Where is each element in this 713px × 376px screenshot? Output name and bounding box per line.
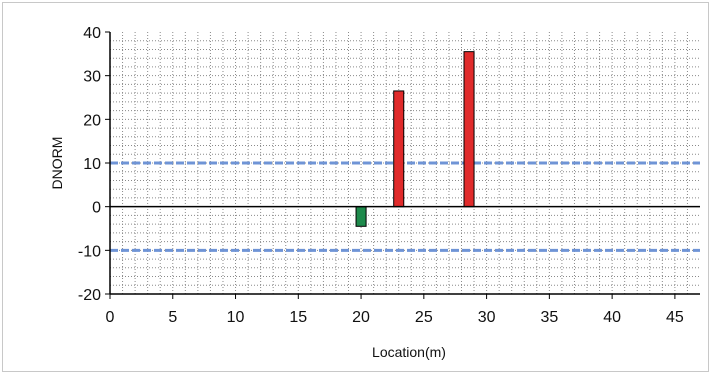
x-tick-label: 35: [540, 309, 558, 326]
x-tick-label: 40: [603, 309, 621, 326]
chart-frame: [2, 2, 709, 372]
x-tick-label: 25: [415, 309, 433, 326]
y-axis-label: DNORM: [49, 137, 65, 190]
axes: [105, 31, 700, 299]
x-tick-label: 5: [168, 309, 177, 326]
tick-labels: 40 30 20 10 0 -10 -20 0 5 10 15 20 25 30 35 40 45: [78, 25, 684, 326]
x-tick-label: 0: [106, 309, 115, 326]
y-tick-label: 30: [83, 69, 101, 86]
y-tick-label: -20: [78, 287, 101, 304]
grid: [110, 32, 700, 294]
x-tick-label: 15: [289, 309, 307, 326]
x-tick-label: 30: [478, 309, 496, 326]
bar: [463, 51, 475, 208]
bar: [355, 206, 367, 227]
y-tick-label: 10: [83, 156, 101, 173]
threshold-lines: [110, 161, 700, 252]
y-tick-label: -10: [78, 243, 101, 260]
x-tick-label: 20: [352, 309, 370, 326]
bar: [393, 90, 405, 208]
x-tick-label: 45: [666, 309, 684, 326]
y-tick-label: 0: [92, 200, 101, 217]
x-tick-label: 10: [227, 309, 245, 326]
y-tick-label: 40: [83, 25, 101, 42]
y-tick-label: 20: [83, 112, 101, 129]
x-axis-label: Location(m): [372, 344, 446, 360]
